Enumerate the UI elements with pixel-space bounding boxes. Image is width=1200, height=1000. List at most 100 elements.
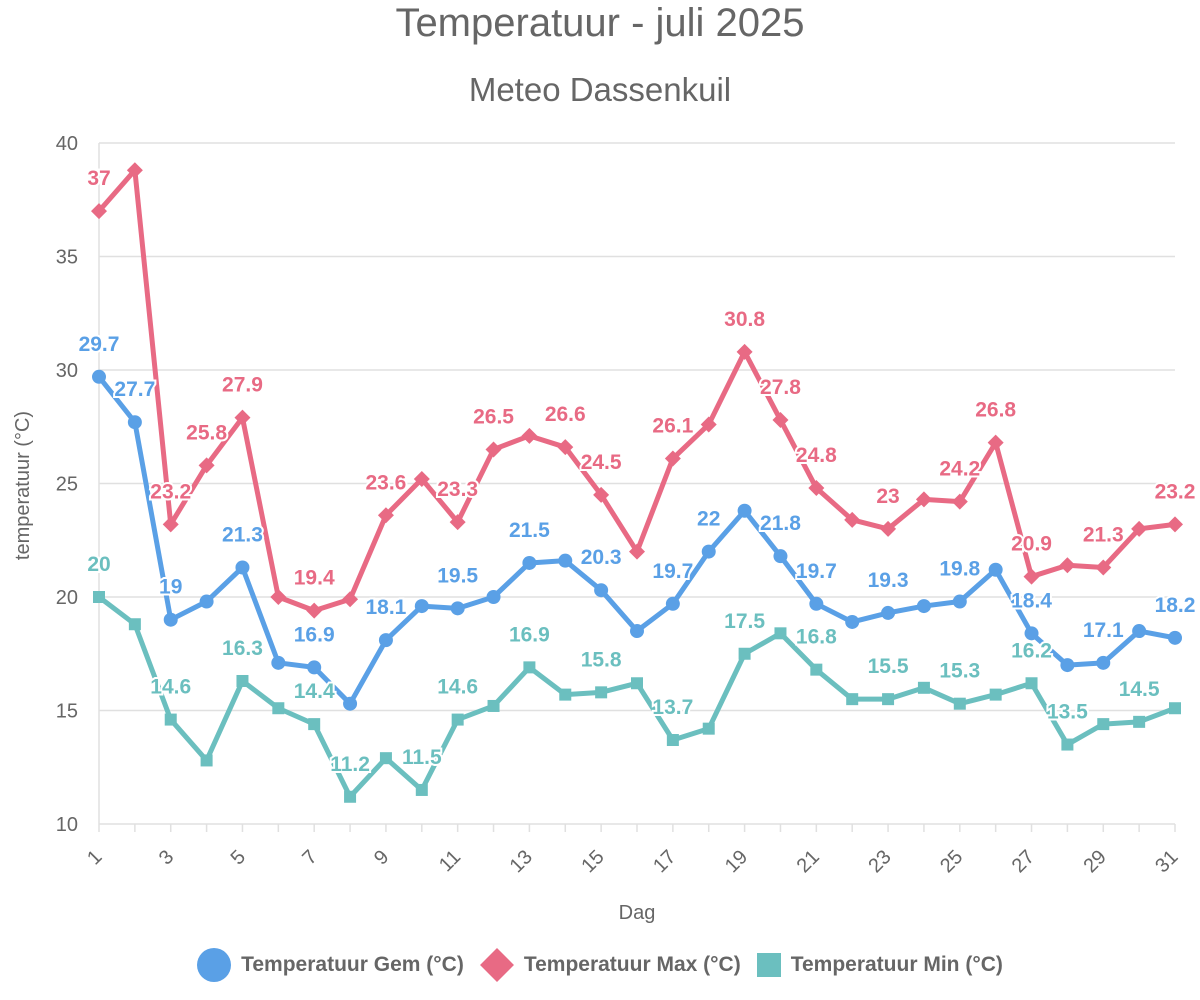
data-point[interactable]: [1169, 702, 1181, 715]
data-point[interactable]: [1131, 520, 1148, 537]
data-point[interactable]: [558, 553, 573, 568]
legend-item-gem[interactable]: Temperatuur Gem (°C): [197, 948, 464, 982]
data-point[interactable]: [164, 713, 177, 726]
data-point[interactable]: [126, 162, 143, 179]
data-point[interactable]: [951, 493, 968, 510]
data-point[interactable]: [93, 591, 105, 603]
data-point[interactable]: [594, 583, 609, 598]
data-point[interactable]: [1060, 658, 1075, 673]
data-point[interactable]: [522, 555, 537, 570]
data-point[interactable]: [486, 590, 501, 604]
data-point[interactable]: [451, 713, 464, 726]
data-point[interactable]: [91, 203, 107, 220]
data-point[interactable]: [952, 594, 967, 609]
data-label: 19.5: [437, 564, 478, 587]
data-point[interactable]: [774, 627, 787, 640]
data-point[interactable]: [342, 591, 359, 608]
data-point[interactable]: [1133, 715, 1146, 728]
data-point[interactable]: [92, 369, 106, 384]
data-point[interactable]: [450, 601, 465, 616]
data-point[interactable]: [916, 599, 931, 614]
data-point[interactable]: [595, 686, 608, 699]
data-point[interactable]: [915, 491, 932, 508]
data-point[interactable]: [377, 507, 394, 524]
data-point[interactable]: [344, 790, 357, 803]
data-point[interactable]: [557, 439, 574, 456]
data-point[interactable]: [270, 589, 287, 605]
data-point[interactable]: [810, 663, 823, 676]
data-point[interactable]: [485, 441, 502, 458]
data-point[interactable]: [630, 624, 644, 639]
data-point[interactable]: [953, 697, 966, 710]
data-point[interactable]: [738, 647, 751, 660]
data-point[interactable]: [1132, 624, 1147, 639]
data-point[interactable]: [808, 480, 825, 497]
data-point[interactable]: [1168, 630, 1182, 645]
data-point[interactable]: [737, 503, 752, 518]
data-point[interactable]: [271, 655, 286, 670]
legend-item-max[interactable]: Temperatuur Max (°C): [479, 948, 741, 982]
data-point[interactable]: [162, 516, 179, 533]
data-point[interactable]: [414, 599, 429, 614]
data-point[interactable]: [701, 544, 716, 559]
data-point[interactable]: [234, 409, 251, 426]
data-point[interactable]: [307, 660, 322, 675]
data-point[interactable]: [128, 618, 141, 631]
data-point[interactable]: [378, 633, 393, 648]
data-point[interactable]: [772, 411, 789, 428]
data-point[interactable]: [666, 734, 679, 747]
data-point[interactable]: [199, 594, 214, 609]
data-point[interactable]: [702, 722, 715, 735]
data-point[interactable]: [845, 614, 860, 629]
data-point[interactable]: [236, 674, 249, 687]
data-point[interactable]: [773, 549, 788, 564]
data-point[interactable]: [1167, 516, 1183, 533]
data-point[interactable]: [736, 343, 753, 360]
data-point[interactable]: [200, 754, 213, 767]
data-point[interactable]: [415, 783, 428, 796]
data-point[interactable]: [163, 612, 178, 627]
data-point[interactable]: [987, 434, 1004, 451]
data-point[interactable]: [1059, 557, 1076, 574]
data-point[interactable]: [379, 752, 392, 765]
data-point[interactable]: [272, 702, 285, 715]
data-point[interactable]: [306, 602, 323, 619]
data-point[interactable]: [487, 699, 500, 712]
data-point[interactable]: [629, 543, 645, 560]
data-point[interactable]: [665, 596, 680, 611]
data-point[interactable]: [449, 514, 466, 531]
data-point[interactable]: [881, 605, 896, 620]
data-point[interactable]: [1024, 626, 1039, 641]
data-point[interactable]: [880, 520, 897, 537]
data-point[interactable]: [1096, 655, 1111, 670]
data-point[interactable]: [844, 511, 861, 528]
data-point[interactable]: [593, 486, 610, 503]
data-point[interactable]: [1061, 738, 1074, 751]
data-point[interactable]: [1025, 677, 1038, 690]
data-point[interactable]: [343, 696, 358, 711]
data-point[interactable]: [700, 416, 717, 433]
data-point[interactable]: [846, 693, 859, 706]
data-point[interactable]: [809, 596, 824, 611]
data-point[interactable]: [235, 560, 250, 575]
data-point[interactable]: [127, 415, 142, 430]
data-label: 14.4: [294, 680, 335, 703]
legend-item-min[interactable]: Temperatuur Min (°C): [756, 953, 1003, 977]
data-point[interactable]: [521, 427, 538, 444]
x-tick-label: 15: [577, 846, 608, 877]
data-point[interactable]: [523, 661, 536, 674]
data-point[interactable]: [882, 693, 895, 706]
data-point[interactable]: [1097, 718, 1110, 731]
data-point[interactable]: [989, 688, 1002, 701]
data-point[interactable]: [917, 681, 930, 694]
data-point[interactable]: [413, 470, 430, 487]
data-point[interactable]: [988, 562, 1003, 577]
data-point[interactable]: [1095, 559, 1112, 576]
data-point[interactable]: [1023, 568, 1040, 585]
data-point[interactable]: [308, 718, 321, 731]
data-point[interactable]: [664, 450, 681, 467]
data-point[interactable]: [559, 688, 572, 701]
data-label: 23.6: [365, 471, 406, 494]
data-point[interactable]: [198, 457, 215, 474]
data-point[interactable]: [631, 677, 643, 690]
